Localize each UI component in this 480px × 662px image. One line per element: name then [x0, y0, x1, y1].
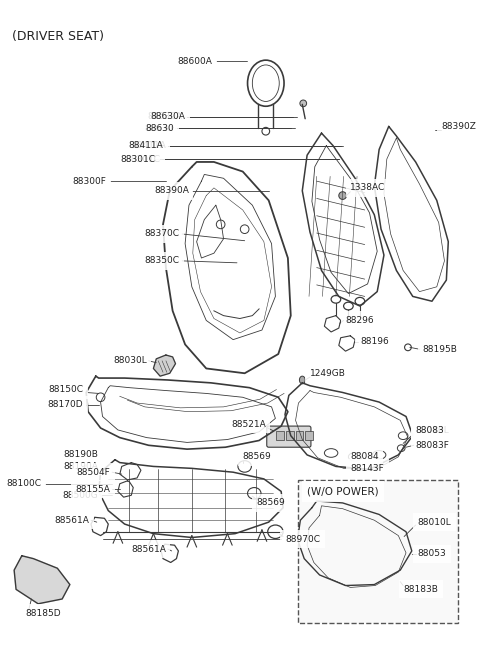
Text: 88390A: 88390A [154, 186, 189, 195]
Text: 88970C: 88970C [285, 535, 320, 544]
Text: 88010L: 88010L [416, 426, 449, 436]
Text: 88390Z: 88390Z [442, 122, 477, 131]
Text: 88296: 88296 [346, 316, 374, 325]
Text: 88411A: 88411A [128, 141, 163, 150]
Polygon shape [14, 556, 70, 604]
Text: 88500G: 88500G [62, 491, 98, 500]
Ellipse shape [300, 376, 305, 384]
Text: 88301C: 88301C [125, 154, 160, 164]
Text: 88370C: 88370C [144, 230, 180, 238]
Bar [305, 431, 313, 440]
Text: 88183B: 88183B [403, 585, 438, 594]
Text: 88561A: 88561A [131, 545, 166, 553]
Bar [276, 431, 284, 440]
Text: 88084: 88084 [350, 452, 379, 461]
Text: 88195B: 88195B [422, 345, 457, 354]
Text: 88630A: 88630A [147, 113, 182, 121]
Text: 88150C: 88150C [48, 385, 84, 394]
Text: 88569: 88569 [256, 498, 285, 508]
Text: 88170D: 88170D [48, 401, 84, 410]
Text: 88630: 88630 [146, 124, 175, 133]
Text: 88185D: 88185D [25, 609, 61, 618]
Text: 88600A: 88600A [177, 57, 212, 66]
Text: 88155A: 88155A [75, 485, 110, 494]
Text: 88300F: 88300F [72, 177, 107, 185]
Ellipse shape [339, 192, 347, 199]
Text: 88190B: 88190B [64, 450, 99, 459]
Text: 88561A: 88561A [54, 516, 89, 525]
Text: 1249GB: 1249GB [310, 369, 346, 378]
Text: 88030L: 88030L [113, 356, 147, 365]
Text: 88100C: 88100C [6, 479, 41, 488]
FancyBboxPatch shape [299, 480, 458, 623]
Text: 88083: 88083 [416, 426, 444, 436]
Text: 88569: 88569 [243, 452, 272, 461]
Text: 88196: 88196 [360, 337, 389, 346]
Text: 88053: 88053 [418, 549, 446, 558]
FancyBboxPatch shape [267, 426, 311, 448]
Ellipse shape [300, 100, 307, 107]
Text: 88630A: 88630A [150, 113, 185, 121]
Bar [296, 431, 303, 440]
Text: (DRIVER SEAT): (DRIVER SEAT) [12, 30, 104, 44]
Text: 88190A: 88190A [64, 462, 99, 471]
Text: 88411A: 88411A [131, 141, 166, 150]
Text: 88083F: 88083F [416, 441, 449, 449]
Text: 1338AC: 1338AC [350, 183, 385, 193]
Polygon shape [154, 355, 176, 376]
Text: 88010L: 88010L [418, 518, 451, 527]
Text: 88521A: 88521A [231, 420, 266, 429]
Text: 88350C: 88350C [144, 256, 180, 265]
Text: 88301C: 88301C [120, 154, 156, 164]
Bar [286, 431, 294, 440]
Text: 88504F: 88504F [76, 467, 110, 477]
Text: 88143F: 88143F [350, 464, 384, 473]
Text: 88630: 88630 [144, 124, 173, 133]
Text: (W/O POWER): (W/O POWER) [307, 487, 379, 496]
